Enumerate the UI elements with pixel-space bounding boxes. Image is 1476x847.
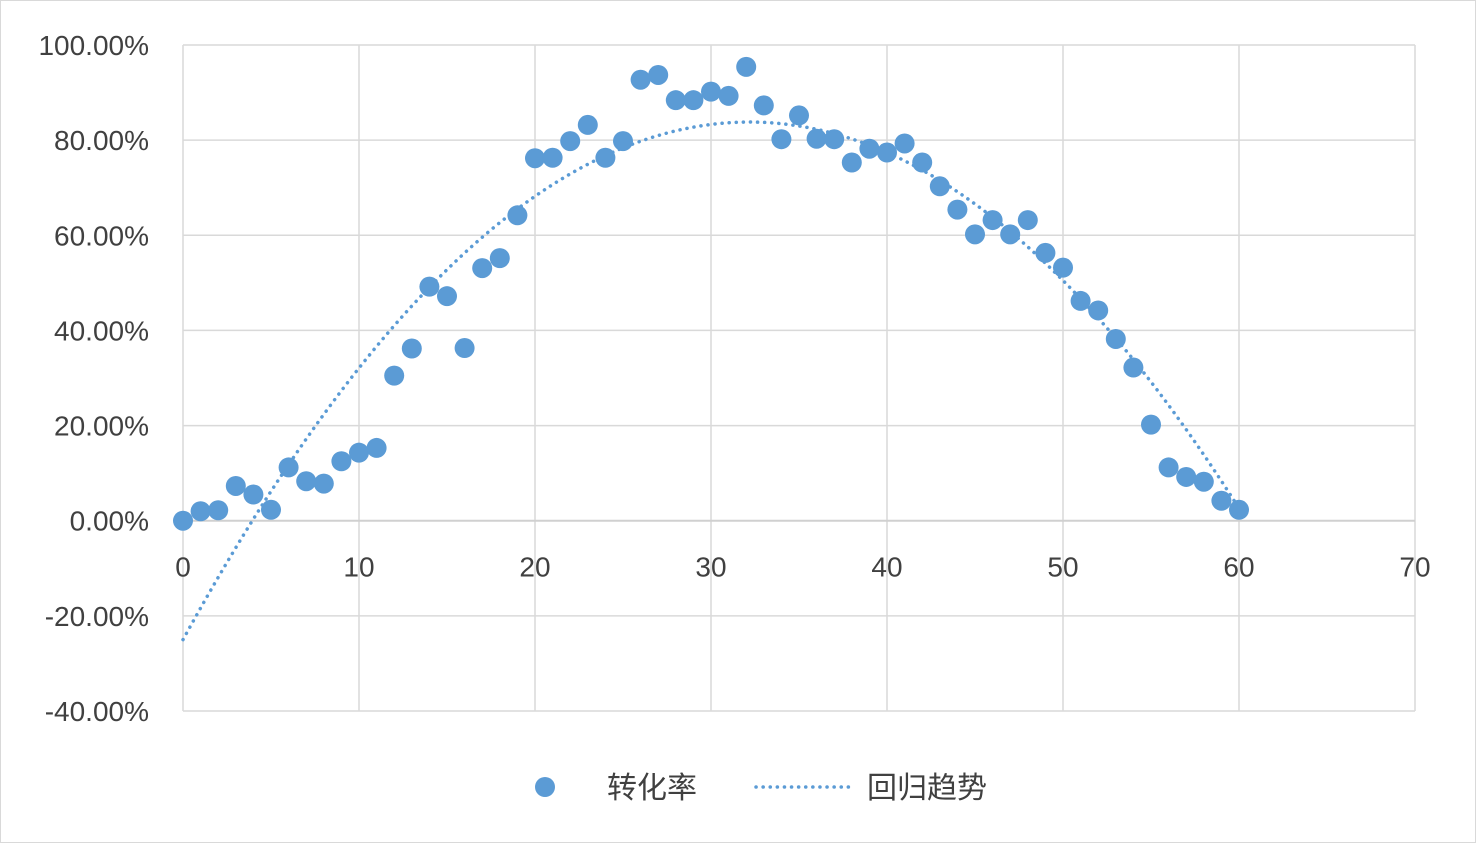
data-point bbox=[489, 248, 510, 269]
data-point bbox=[190, 501, 211, 522]
data-point bbox=[718, 85, 739, 106]
x-tick-label: 30 bbox=[695, 552, 726, 583]
data-point bbox=[1229, 499, 1249, 520]
data-point bbox=[1123, 357, 1144, 378]
legend: 转化率 回归趋势 bbox=[535, 772, 987, 805]
data-point bbox=[366, 437, 387, 458]
data-point bbox=[1211, 490, 1232, 511]
data-point bbox=[841, 152, 862, 173]
data-point bbox=[278, 457, 299, 478]
legend-marker-conversion bbox=[535, 777, 555, 797]
data-point bbox=[313, 473, 334, 494]
data-point bbox=[1035, 242, 1056, 263]
legend-label-trend: 回归趋势 bbox=[867, 772, 987, 805]
data-points bbox=[173, 56, 1249, 531]
y-tick-label: 0.00% bbox=[70, 506, 149, 537]
data-point bbox=[1088, 300, 1109, 321]
x-tick-label: 50 bbox=[1047, 552, 1078, 583]
data-point bbox=[1176, 466, 1197, 487]
data-point bbox=[929, 176, 950, 197]
data-point bbox=[683, 90, 704, 111]
data-point bbox=[1105, 328, 1126, 349]
data-point bbox=[877, 142, 897, 163]
x-tick-label: 10 bbox=[343, 552, 374, 583]
legend-label-conversion: 转化率 bbox=[607, 772, 697, 805]
x-tick-label: 20 bbox=[519, 552, 550, 583]
data-point bbox=[173, 510, 193, 531]
data-point bbox=[789, 105, 809, 126]
data-point bbox=[824, 129, 845, 150]
data-point bbox=[965, 224, 985, 245]
data-point bbox=[542, 147, 563, 168]
data-point bbox=[701, 81, 721, 102]
data-point bbox=[1017, 210, 1038, 231]
data-point bbox=[595, 147, 616, 168]
y-tick-label: 40.00% bbox=[54, 315, 149, 346]
data-point bbox=[560, 131, 581, 152]
data-point bbox=[912, 152, 933, 173]
data-point bbox=[225, 475, 246, 496]
y-tick-label: -40.00% bbox=[45, 696, 149, 727]
data-point bbox=[947, 199, 968, 220]
data-point bbox=[1000, 224, 1021, 245]
y-tick-label: 20.00% bbox=[54, 411, 149, 442]
data-point bbox=[208, 500, 229, 521]
x-tick-label: 0 bbox=[175, 552, 191, 583]
data-point bbox=[507, 205, 528, 226]
y-tick-label: 60.00% bbox=[54, 220, 149, 251]
data-point bbox=[1193, 471, 1214, 492]
data-point bbox=[1070, 290, 1091, 311]
y-tick-label: 80.00% bbox=[54, 125, 149, 156]
x-tick-label: 40 bbox=[871, 552, 902, 583]
data-point bbox=[243, 484, 264, 505]
data-point bbox=[419, 276, 440, 297]
data-point bbox=[384, 365, 405, 386]
data-point bbox=[806, 128, 827, 149]
data-point bbox=[859, 138, 880, 159]
y-tick-label: 100.00% bbox=[38, 30, 149, 61]
data-point bbox=[630, 69, 651, 90]
data-point bbox=[982, 210, 1003, 231]
data-point bbox=[296, 471, 317, 492]
data-point bbox=[771, 129, 792, 150]
data-point bbox=[261, 499, 281, 520]
data-point bbox=[437, 286, 457, 307]
data-point bbox=[1053, 257, 1073, 278]
data-point bbox=[525, 148, 545, 169]
data-point bbox=[648, 64, 669, 85]
y-tick-label: -20.00% bbox=[45, 601, 149, 632]
gridlines bbox=[182, 44, 1416, 712]
tick-labels: 0 10 20 30 40 50 60 70 -40.00% -20.00% 0.00% 20.00%… bbox=[38, 30, 1430, 727]
data-point bbox=[753, 95, 774, 116]
data-point bbox=[577, 114, 598, 135]
data-point bbox=[1158, 457, 1179, 478]
x-tick-label: 70 bbox=[1399, 552, 1430, 583]
data-point bbox=[401, 338, 422, 359]
data-point bbox=[665, 90, 686, 111]
data-point bbox=[1141, 414, 1161, 435]
data-point bbox=[894, 133, 915, 154]
data-point bbox=[613, 131, 633, 152]
data-point bbox=[349, 442, 369, 463]
data-point bbox=[472, 258, 493, 279]
data-point bbox=[454, 338, 475, 359]
x-tick-label: 60 bbox=[1223, 552, 1254, 583]
data-point bbox=[736, 56, 757, 77]
data-point bbox=[331, 451, 352, 472]
